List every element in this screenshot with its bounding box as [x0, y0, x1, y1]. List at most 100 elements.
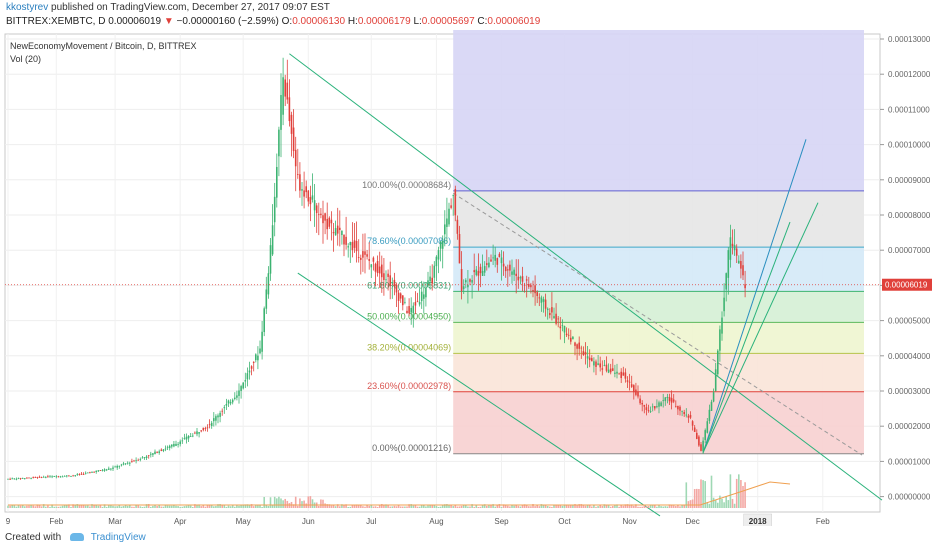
candle-body	[162, 449, 165, 451]
volume-bar	[179, 506, 181, 508]
candle-body	[288, 97, 291, 122]
volume-bar	[542, 504, 545, 508]
volume-bar	[567, 505, 570, 508]
candle-body	[187, 435, 190, 439]
candle-body	[202, 427, 205, 431]
volume-bar	[551, 506, 553, 508]
candle-body	[429, 276, 431, 282]
candle-body	[641, 403, 643, 405]
candle-body	[740, 260, 742, 269]
volume-bar	[679, 506, 681, 508]
candle-body	[129, 462, 131, 464]
candle-body	[353, 240, 356, 248]
volume-bar	[143, 506, 146, 508]
candle-body	[404, 301, 406, 303]
candle-body	[150, 453, 152, 455]
candle-body	[406, 310, 408, 313]
volume-bar	[637, 506, 639, 508]
candle-body	[651, 406, 654, 408]
candle-body	[498, 253, 501, 258]
candle-body	[721, 317, 723, 334]
volume-bar	[712, 497, 715, 508]
high-label: H:	[347, 16, 358, 27]
candle-body	[271, 225, 274, 255]
volume-bar	[110, 505, 112, 508]
volume-bar	[70, 506, 72, 508]
x-tick-label: Apr	[174, 517, 187, 526]
candle-body	[376, 261, 379, 273]
candle-body	[635, 389, 637, 395]
volume-bar	[286, 500, 289, 508]
volume-bar	[633, 505, 635, 508]
candle-body	[672, 399, 675, 402]
candle-body	[679, 406, 681, 411]
candle-body	[662, 400, 664, 402]
volume-bar	[454, 505, 457, 508]
volume-bar	[603, 504, 606, 508]
candle-body	[523, 284, 526, 286]
volume-bar	[399, 506, 402, 508]
volume-bar	[616, 504, 618, 508]
candle-body	[391, 282, 394, 284]
volume-bar	[252, 506, 255, 508]
tradingview-brand[interactable]: TradingView	[90, 532, 146, 543]
candle-body	[735, 248, 738, 256]
candle-body	[229, 402, 232, 404]
author-link[interactable]: kkostyrev	[6, 2, 49, 13]
candle-body	[339, 227, 341, 231]
candle-body	[473, 270, 475, 273]
candle-body	[693, 427, 696, 432]
volume-bar	[465, 504, 467, 508]
volume-bar	[519, 506, 522, 508]
volume-bar	[36, 504, 39, 508]
candle-body	[681, 411, 683, 413]
candle-body	[273, 196, 276, 223]
candle-body	[227, 400, 230, 404]
candle-body	[534, 285, 536, 294]
volume-bar	[677, 504, 679, 508]
volume-bar	[269, 497, 272, 508]
volume-bar	[614, 505, 616, 508]
candle-body	[173, 443, 175, 447]
candle-body	[452, 194, 454, 196]
candle-body	[488, 262, 490, 268]
volume-bar	[492, 504, 494, 508]
volume-bar	[242, 505, 244, 508]
candle-body	[471, 279, 473, 283]
fib-zone	[453, 291, 864, 323]
candle-body	[567, 334, 570, 336]
candle-body	[343, 234, 345, 245]
candle-body	[15, 478, 18, 480]
volume-bar	[53, 506, 55, 508]
candle-body	[425, 288, 427, 298]
candle-body	[124, 463, 127, 465]
volume-bar	[664, 506, 667, 508]
volume-bar	[206, 504, 209, 508]
candle-body	[355, 241, 358, 252]
x-tick-label: Feb	[49, 517, 63, 526]
volume-bar	[372, 506, 375, 508]
candle-body	[114, 466, 116, 468]
volume-bar	[97, 505, 100, 508]
x-tick-label: Oct	[558, 517, 571, 526]
last-price-tag	[882, 278, 932, 291]
price-chart[interactable]: 0.00%(0.00001216)23.60%(0.00002978)38.20…	[0, 30, 932, 526]
candle-body	[733, 245, 736, 251]
volume-bar	[200, 506, 202, 508]
candle-body	[372, 257, 375, 262]
volume-bar	[181, 506, 184, 508]
y-tick-label: 0.00001000	[888, 457, 931, 466]
volume-bar	[19, 505, 22, 508]
candle-body	[744, 284, 746, 289]
volume-bar	[360, 504, 362, 508]
candle-body	[286, 82, 289, 100]
volume-bar	[30, 505, 32, 508]
candle-body	[364, 251, 366, 255]
candle-body	[297, 173, 299, 175]
volume-bar	[381, 504, 383, 508]
volume-bar	[643, 505, 646, 508]
candle-body	[238, 390, 240, 396]
volume-bar	[339, 506, 341, 508]
candle-body	[666, 396, 669, 398]
volume-bar	[582, 504, 585, 508]
